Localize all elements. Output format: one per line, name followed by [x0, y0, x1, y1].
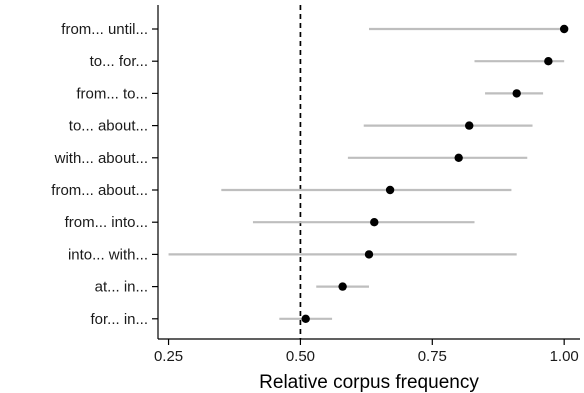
data-point — [465, 121, 474, 130]
x-axis-labels: 0.25 0.50 0.75 1.00 — [154, 339, 579, 365]
y-tick-label: from... into... — [65, 214, 148, 231]
y-tick-label: with... about... — [54, 150, 148, 167]
y-tick-label: for... in... — [90, 311, 148, 328]
x-tick-label: 0.50 — [286, 348, 315, 365]
data-point — [338, 282, 347, 291]
y-tick-label: from... until... — [61, 21, 148, 38]
data-point — [454, 153, 463, 162]
data-point — [370, 218, 379, 227]
plot-marks — [168, 5, 569, 339]
data-point — [385, 185, 395, 195]
x-tick-label: 0.75 — [418, 348, 447, 365]
x-tick-label: 0.25 — [154, 348, 183, 365]
y-tick-label: to... about... — [69, 118, 148, 135]
y-tick-label: to... for... — [90, 53, 148, 70]
y-axis-labels: from... until... to... for... from... to..… — [51, 21, 158, 328]
data-point — [512, 89, 521, 98]
x-tick-label: 1.00 — [550, 348, 579, 365]
y-tick-label: from... about... — [51, 182, 148, 199]
data-point — [544, 57, 553, 66]
data-point — [364, 250, 374, 259]
data-point — [301, 314, 310, 323]
y-tick-label: from... to... — [76, 85, 148, 102]
x-axis-title: Relative corpus frequency — [259, 372, 479, 393]
data-point — [559, 24, 569, 34]
y-tick-label: into... with... — [68, 246, 148, 263]
y-tick-label: at... in... — [95, 279, 148, 296]
